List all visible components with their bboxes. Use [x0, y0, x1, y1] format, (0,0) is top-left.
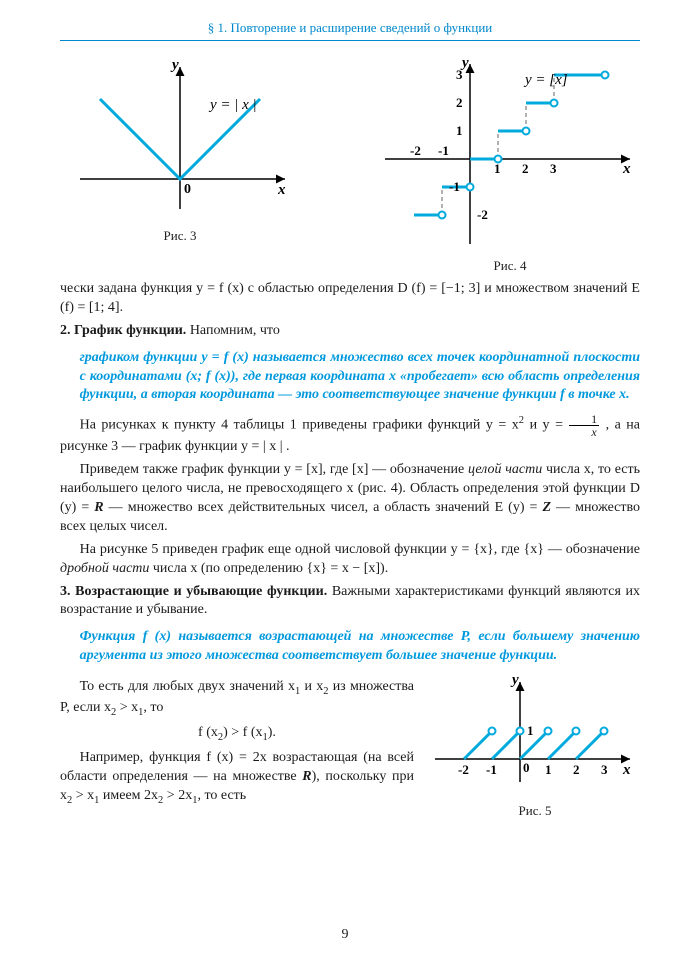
figure-5: -2 -1 1 2 3 1 0 y x Рис. 5 [430, 674, 640, 819]
svg-text:1: 1 [545, 762, 552, 777]
para-6: То есть для любых двух значений x1 и x2 … [60, 678, 414, 720]
page-number: 9 [0, 927, 690, 943]
svg-text:x: x [277, 182, 286, 198]
bottom-row: То есть для любых двух значений x1 и x2 … [60, 674, 640, 819]
svg-text:y: y [170, 59, 179, 73]
figure-4: -2 -1 1 2 3 1 2 3 -1 -2 y x y = [x] Рис.… [380, 59, 640, 274]
svg-text:-1: -1 [438, 143, 449, 158]
svg-text:1: 1 [456, 123, 463, 138]
section-2-head: 2. График функции. Напомним, что [60, 322, 640, 341]
section-header: § 1. Повторение и расширение сведений о … [60, 20, 640, 41]
svg-text:-2: -2 [410, 143, 421, 158]
svg-text:x: x [622, 762, 631, 778]
para-5: На рисунке 5 приведен график еще одной ч… [60, 541, 640, 579]
svg-text:x: x [622, 161, 631, 177]
definition-graph: графиком функции y = f (x) называется мн… [80, 349, 640, 406]
figures-row: y x 0 y = | x | Рис. 3 [60, 59, 640, 274]
svg-text:1: 1 [494, 161, 501, 176]
figure-3: y x 0 y = | x | Рис. 3 [60, 59, 300, 274]
definition-increasing: Функция f (x) называется возрастающей на… [80, 628, 640, 666]
svg-text:y = [x]: y = [x] [523, 72, 568, 88]
svg-text:3: 3 [550, 161, 557, 176]
svg-text:1: 1 [527, 723, 534, 738]
para-3: На рисунках к пункту 4 таблицы 1 приведе… [60, 413, 640, 457]
svg-text:y: y [460, 59, 469, 71]
svg-text:-1: -1 [486, 762, 497, 777]
fig4-caption: Рис. 4 [380, 258, 640, 274]
svg-text:0: 0 [523, 760, 530, 775]
svg-text:2: 2 [522, 161, 529, 176]
abs-graph: y x 0 y = | x | [60, 59, 300, 219]
svg-text:-1: -1 [449, 179, 460, 194]
para-7: Например, функция f (x) = 2x возрастающа… [60, 749, 414, 808]
svg-text:0: 0 [184, 182, 191, 197]
svg-text:3: 3 [601, 762, 608, 777]
para-lead: чески задана функция y = f (x) c область… [60, 280, 640, 318]
fig3-caption: Рис. 3 [60, 228, 300, 244]
fig5-caption: Рис. 5 [430, 803, 640, 819]
svg-text:-2: -2 [477, 207, 488, 222]
para-6-ineq: f (x2) > f (x1). [60, 724, 414, 745]
section-3-head: 3. Возрастающие и убывающие функции. Важ… [60, 583, 640, 621]
frac-graph: -2 -1 1 2 3 1 0 y x [430, 674, 640, 794]
para-4: Приведем также график функции y = [x], г… [60, 461, 640, 537]
svg-text:2: 2 [456, 95, 463, 110]
floor-graph: -2 -1 1 2 3 1 2 3 -1 -2 y x y = [x] [380, 59, 640, 249]
svg-text:2: 2 [573, 762, 580, 777]
svg-text:y: y [510, 674, 519, 688]
svg-text:y = | x |: y = | x | [208, 97, 257, 113]
svg-text:-2: -2 [458, 762, 469, 777]
